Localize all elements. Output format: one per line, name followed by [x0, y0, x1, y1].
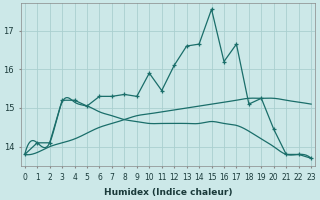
X-axis label: Humidex (Indice chaleur): Humidex (Indice chaleur)	[104, 188, 232, 197]
